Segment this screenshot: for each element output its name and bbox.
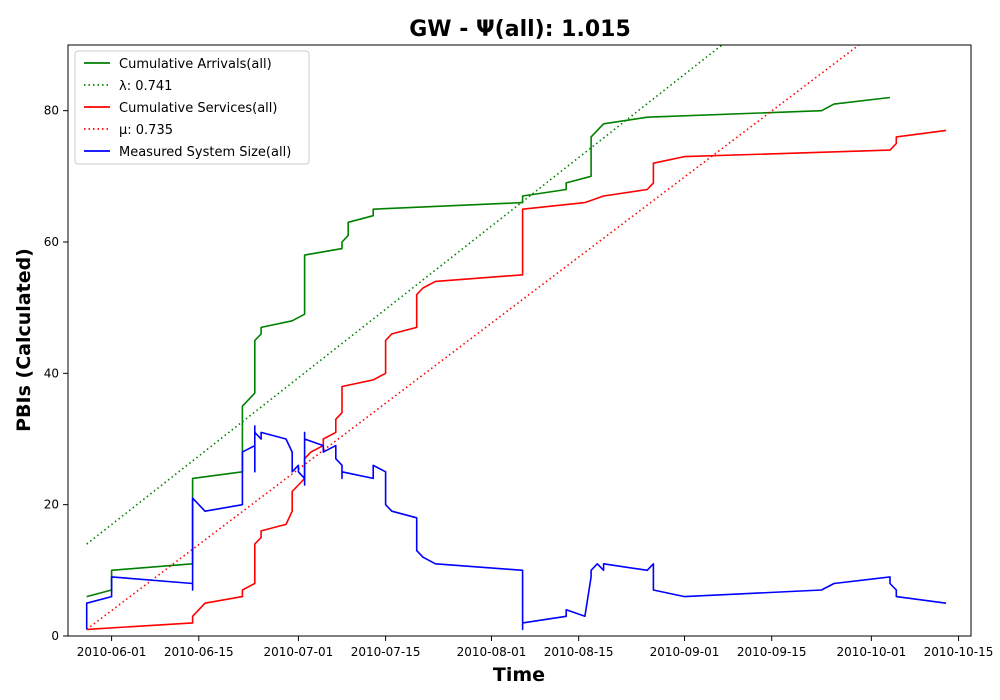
- legend: Cumulative Arrivals(all) λ: 0.741 Cumulati…: [74, 50, 310, 165]
- legend-label-0: Cumulative Arrivals(all): [119, 57, 272, 72]
- series-line-2: [86, 129, 947, 631]
- x-tick-label: 2010-09-15: [737, 645, 807, 659]
- y-tick-label: 20: [44, 498, 59, 512]
- plot-frame: [67, 44, 972, 637]
- x-tick-label: 2010-07-01: [264, 645, 334, 659]
- x-tick-label: 2010-08-15: [544, 645, 614, 659]
- x-axis: 2010-06-01 2010-06-15 2010-07-01 2010-07-15…: [77, 636, 994, 659]
- x-tick-label: 2010-10-15: [924, 645, 994, 659]
- y-tick-label: 60: [44, 235, 59, 249]
- x-axis-label: Time: [493, 664, 545, 686]
- y-tick-label: 0: [51, 629, 59, 643]
- x-tick-label: 2010-06-01: [77, 645, 147, 659]
- y-axis: 0 20 40 60 80: [44, 104, 68, 643]
- x-tick-label: 2010-08-01: [457, 645, 527, 659]
- x-tick-label: 2010-07-15: [351, 645, 421, 659]
- y-tick-label: 80: [44, 104, 59, 118]
- plot-area: [67, 44, 972, 637]
- legend-label-3: μ: 0.735: [119, 123, 173, 138]
- legend-label-4: Measured System Size(all): [119, 145, 291, 160]
- chart-title: GW - Ψ(all): 1.015: [409, 17, 631, 42]
- legend-label-1: λ: 0.741: [119, 79, 172, 94]
- x-tick-label: 2010-10-01: [836, 645, 906, 659]
- legend-box: [74, 50, 310, 165]
- y-tick-label: 40: [44, 366, 59, 380]
- x-tick-label: 2010-09-01: [650, 645, 720, 659]
- legend-label-2: Cumulative Services(all): [119, 101, 277, 116]
- series-line-4: [85, 425, 947, 631]
- y-axis-label: PBIs (Calculated): [13, 248, 35, 432]
- series-layer: [85, 45, 947, 631]
- series-line-0: [86, 96, 891, 598]
- x-tick-label: 2010-06-15: [164, 645, 234, 659]
